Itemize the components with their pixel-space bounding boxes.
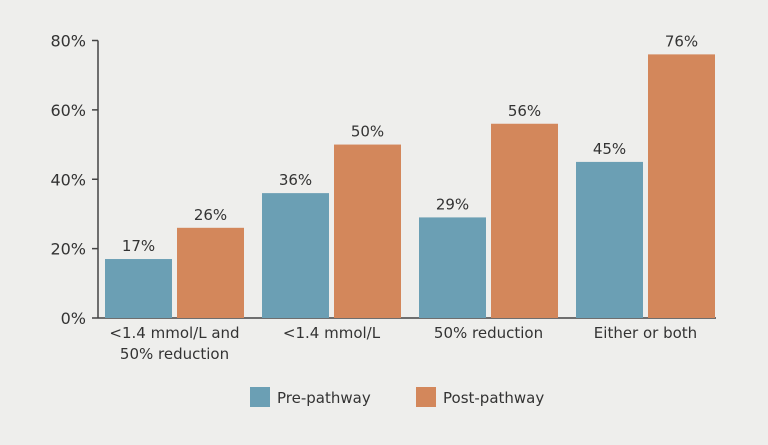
x-tick-label: <1.4 mmol/L [283, 324, 381, 342]
data-label: 26% [194, 206, 227, 224]
y-tick-label: 40% [50, 170, 86, 189]
bar-post-pathway [648, 54, 715, 318]
data-label: 17% [122, 237, 155, 255]
legend-label: Pre-pathway [277, 389, 371, 407]
bar-pre-pathway [105, 259, 172, 318]
bar-pre-pathway [576, 161, 643, 318]
legend-swatch [416, 387, 436, 407]
y-tick-label: 60% [50, 101, 86, 120]
y-tick-label: 20% [50, 240, 86, 259]
data-label: 45% [593, 140, 626, 158]
bar-pre-pathway [419, 217, 486, 318]
legend-swatch [250, 387, 270, 407]
data-label: 50% [351, 123, 384, 141]
data-label: 56% [508, 102, 541, 120]
x-tick-label: 50% reduction [434, 324, 543, 342]
y-tick-label: 80% [50, 32, 86, 51]
x-tick-label: 50% reduction [120, 345, 229, 363]
data-label: 29% [436, 195, 469, 213]
bar-post-pathway [334, 144, 401, 318]
bar-pre-pathway [262, 193, 329, 318]
x-tick-label: Either or both [594, 324, 697, 342]
data-label: 76% [665, 32, 698, 50]
legend-label: Post-pathway [443, 389, 544, 407]
y-tick-label: 0% [61, 309, 86, 328]
bar-post-pathway [177, 227, 244, 318]
data-label: 36% [279, 171, 312, 189]
bar-post-pathway [491, 123, 558, 318]
x-tick-label: <1.4 mmol/L and [109, 324, 239, 342]
